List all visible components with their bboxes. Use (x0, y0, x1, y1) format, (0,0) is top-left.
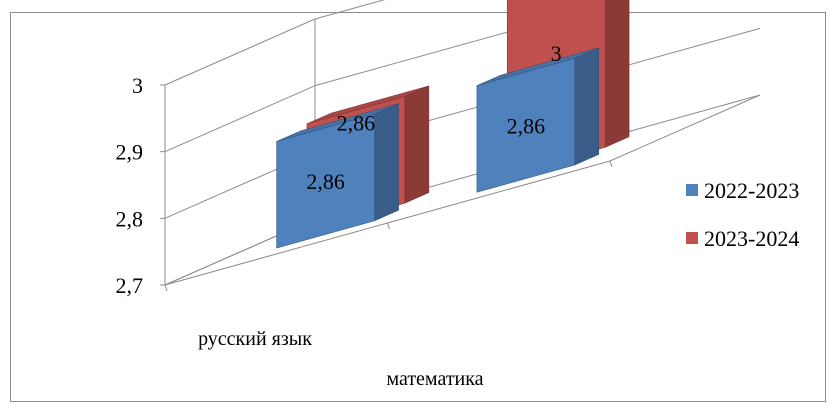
y-tick-label: 2,7 (116, 273, 144, 298)
x-tick-mark (609, 160, 613, 168)
bar-front (276, 113, 375, 249)
bar-side (404, 85, 430, 204)
x-category-label: математика (386, 368, 483, 390)
chart-labels: 2,7 2,8 2,9 3 2,86 3 2,86 2,86 русский язык матем… (116, 41, 562, 390)
y-tick-label: 2,8 (116, 206, 144, 231)
x-tick-mark (387, 222, 390, 230)
data-label: 3 (551, 41, 562, 66)
bar-side (374, 103, 399, 222)
bar-side (574, 47, 600, 166)
chart-frame (10, 12, 826, 402)
bar-front (476, 57, 576, 193)
chart-bars (276, 0, 630, 249)
legend-swatch (686, 184, 698, 196)
bar-side (604, 0, 630, 148)
gridline-side (164, 18, 316, 86)
bar-1-2 (476, 47, 600, 193)
legend-swatch (686, 232, 698, 244)
chart-legend: 2022-2023 2023-2024 (686, 178, 799, 251)
chart-walls (160, 0, 761, 292)
legend-label: 2022-2023 (704, 178, 799, 203)
x-tick-mark (164, 284, 168, 292)
legend-label: 2023-2024 (704, 226, 799, 251)
gridline-side (164, 85, 316, 153)
data-label: 2,86 (507, 113, 546, 138)
floor-outline (164, 94, 761, 286)
bar-1-1 (276, 103, 399, 249)
y-tick-label: 3 (132, 73, 143, 98)
data-label: 2,86 (337, 110, 376, 135)
data-label: 2,86 (306, 169, 345, 194)
y-tick-label: 2,9 (116, 140, 144, 165)
x-category-label: русский язык (198, 328, 312, 350)
